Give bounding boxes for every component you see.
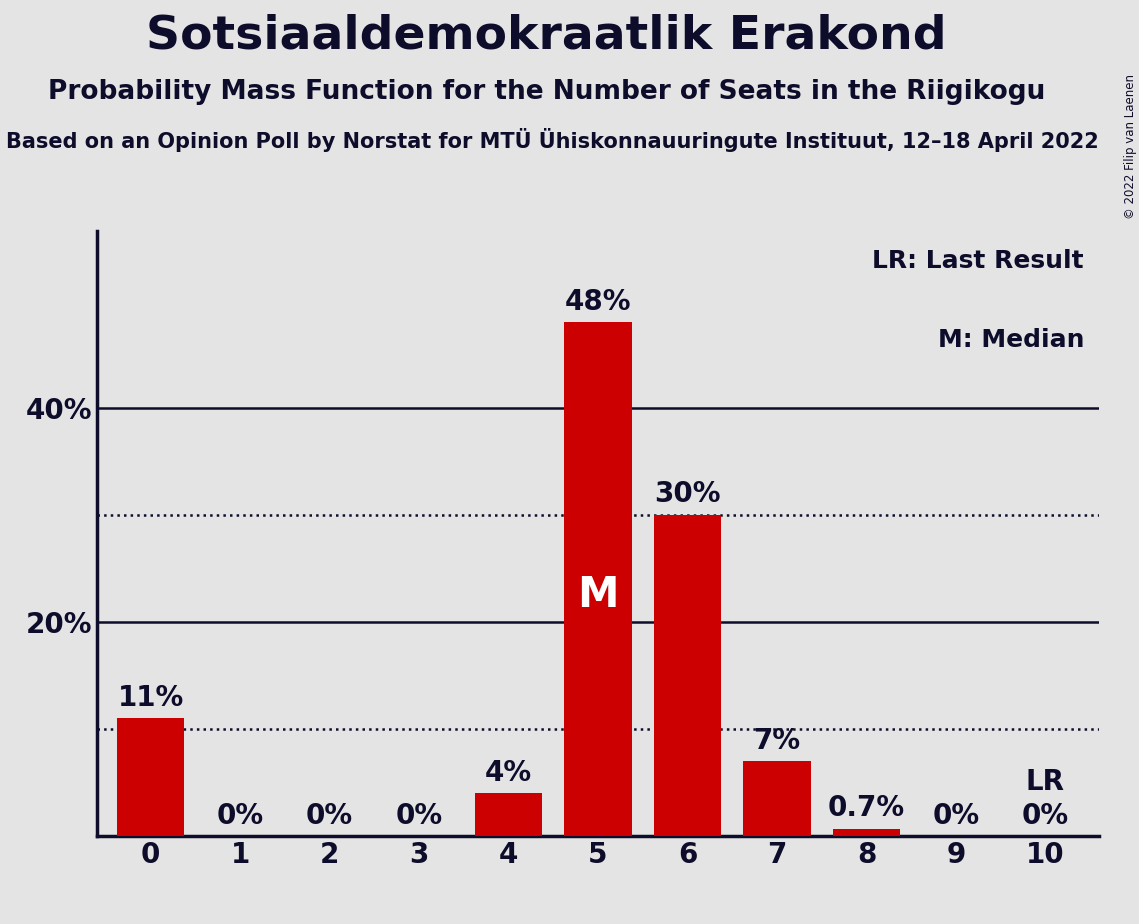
Bar xyxy=(744,761,811,836)
Text: M: Median: M: Median xyxy=(937,328,1084,352)
Text: 0%: 0% xyxy=(306,802,353,830)
Text: 30%: 30% xyxy=(654,480,721,508)
Text: Based on an Opinion Poll by Norstat for MTÜ Ühiskonnauuringute Instituut, 12–18 : Based on an Opinion Poll by Norstat for … xyxy=(6,128,1098,152)
Text: 7%: 7% xyxy=(753,727,801,755)
Text: LR: LR xyxy=(1026,768,1065,796)
Text: 0.7%: 0.7% xyxy=(828,795,906,822)
Text: M: M xyxy=(577,574,618,615)
Text: Sotsiaaldemokraatlik Erakond: Sotsiaaldemokraatlik Erakond xyxy=(147,14,947,59)
Text: 48%: 48% xyxy=(565,287,631,316)
Bar xyxy=(565,322,631,836)
Text: © 2022 Filip van Laenen: © 2022 Filip van Laenen xyxy=(1124,74,1137,219)
Text: LR: Last Result: LR: Last Result xyxy=(872,249,1084,274)
Text: 0%: 0% xyxy=(933,802,980,830)
Text: 4%: 4% xyxy=(485,759,532,787)
Bar xyxy=(833,829,900,836)
Bar xyxy=(654,515,721,836)
Text: 11%: 11% xyxy=(117,684,183,712)
Text: Probability Mass Function for the Number of Seats in the Riigikogu: Probability Mass Function for the Number… xyxy=(48,79,1046,104)
Bar xyxy=(117,718,185,836)
Text: 0%: 0% xyxy=(395,802,443,830)
Text: 0%: 0% xyxy=(1022,802,1070,830)
Bar xyxy=(475,794,542,836)
Text: 0%: 0% xyxy=(216,802,263,830)
